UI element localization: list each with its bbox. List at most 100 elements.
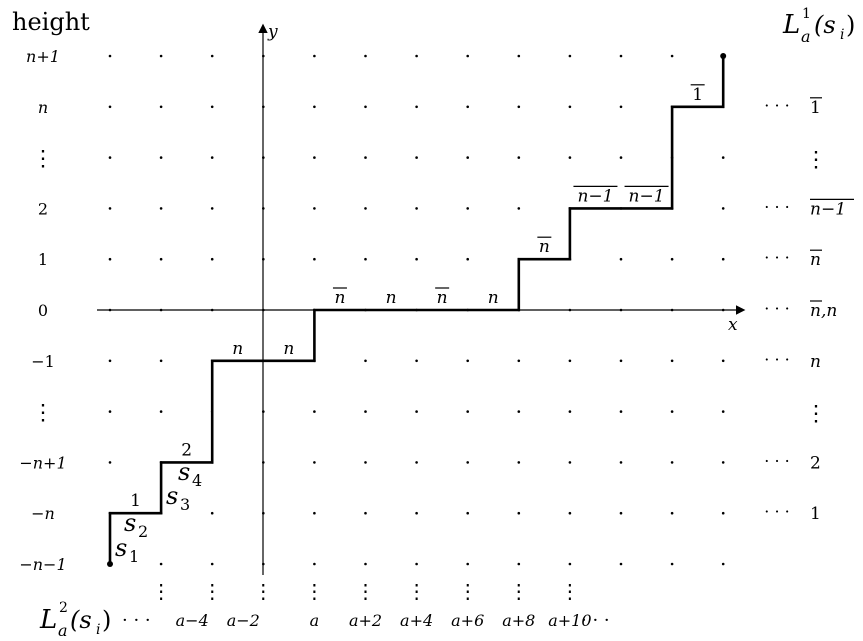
grid-dot — [466, 156, 470, 159]
bottom-vdot: ⋮ — [407, 579, 427, 603]
height-label: −n — [31, 504, 55, 523]
bottom-dots-right: · · · — [581, 610, 610, 631]
grid-dot — [721, 511, 725, 515]
grid-dot — [210, 257, 214, 261]
bottom-vdot: ⋮ — [253, 579, 273, 603]
s4-label: s 4 — [178, 458, 202, 490]
bottom-title-sub: a — [58, 621, 68, 640]
grid-dot — [159, 105, 163, 109]
grid-dot — [721, 562, 725, 566]
grid-dot — [262, 511, 265, 515]
right-dots: · · · — [764, 502, 789, 521]
bottom-label: a+4 — [400, 611, 433, 630]
svg-text:2: 2 — [138, 522, 148, 541]
grid-dot — [721, 461, 725, 464]
grid-dot — [466, 461, 470, 464]
grid-dot — [262, 54, 265, 58]
grid-dot — [262, 308, 265, 312]
step-label: n — [386, 288, 397, 308]
grid-dot — [517, 156, 521, 159]
grid-dot — [466, 511, 470, 515]
right-vdots: ⋮ — [805, 402, 827, 427]
grid-dot — [262, 207, 265, 210]
grid-dot — [466, 562, 470, 566]
grid-dot — [568, 410, 572, 413]
grid-dot — [721, 359, 725, 363]
grid-dot — [108, 105, 112, 109]
right-header: L a 1 (s i ) — [782, 6, 855, 46]
right-header-arg-sub: i — [840, 27, 844, 43]
grid-dot — [619, 562, 623, 566]
grid-dot — [466, 207, 470, 210]
grid-dot — [517, 105, 521, 109]
right-label: n — [810, 250, 821, 270]
grid-dot — [364, 562, 367, 566]
grid-dot — [619, 156, 623, 159]
grid-dot — [670, 410, 674, 413]
grid-dot — [159, 156, 163, 159]
grid-dot — [262, 105, 265, 109]
path-start-dot — [107, 561, 113, 567]
bottom-label: a−2 — [227, 611, 260, 630]
grid-dot — [619, 54, 623, 58]
height-label: ⋮ — [32, 147, 54, 172]
grid-dot — [313, 105, 316, 109]
grid-dot — [313, 156, 316, 159]
grid-dot — [568, 359, 572, 363]
grid-dot — [210, 156, 214, 159]
right-label: 1 — [810, 98, 821, 118]
grid-dot — [415, 257, 418, 261]
grid-dot — [159, 410, 163, 413]
grid-dot — [568, 156, 572, 159]
right-header-base: L — [782, 10, 800, 40]
path-line — [108, 56, 725, 564]
grid-dot — [415, 54, 418, 58]
svg-text:s: s — [115, 534, 127, 562]
grid-dot — [210, 54, 214, 58]
grid-dot — [108, 359, 112, 363]
bottom-vdot: ⋮ — [509, 579, 529, 603]
lattice-path — [107, 53, 727, 567]
bottom-title-base: L — [39, 605, 57, 635]
grid-dot — [568, 54, 572, 58]
height-label: 2 — [38, 199, 48, 218]
grid-dot — [108, 410, 112, 413]
right-label: n−1 — [810, 199, 846, 219]
grid-dot — [670, 562, 674, 566]
grid-dot — [721, 308, 725, 312]
grid-dot — [108, 156, 112, 159]
grid-dot — [517, 562, 521, 566]
bottom-dots-left: · · · — [122, 610, 151, 631]
grid-dot — [313, 54, 316, 58]
step-label: n — [437, 288, 448, 308]
grid-dot — [568, 461, 572, 464]
bottom-vdot: ⋮ — [560, 579, 580, 603]
step-label: n — [334, 288, 345, 308]
grid-dot — [210, 207, 214, 210]
grid-dot — [466, 257, 470, 261]
grid-dot — [568, 105, 572, 109]
path-end-dot — [720, 53, 727, 59]
height-label: n — [38, 98, 48, 117]
svg-text:3: 3 — [180, 495, 190, 514]
bottom-label: a+8 — [502, 611, 535, 630]
grid-dot — [159, 207, 163, 210]
grid-dot — [364, 207, 367, 210]
right-dots: · · · — [764, 299, 789, 318]
right-vdots: ⋮ — [805, 148, 827, 173]
grid-dot — [619, 308, 623, 312]
grid-dot — [262, 156, 265, 159]
bottom-vdot: ⋮ — [151, 579, 171, 603]
grid-dot — [364, 54, 367, 58]
right-label-suffix: ,n — [821, 301, 837, 321]
right-dots: · · · — [764, 350, 789, 369]
right-label: n — [810, 352, 821, 372]
grid-dot — [517, 359, 521, 363]
grid-dot — [364, 511, 367, 515]
grid-dot — [210, 562, 214, 566]
right-header-sub: a — [801, 27, 811, 46]
grid-dot — [721, 257, 725, 261]
bottom-title-close: ) — [102, 606, 111, 634]
grid-dot — [364, 359, 367, 363]
